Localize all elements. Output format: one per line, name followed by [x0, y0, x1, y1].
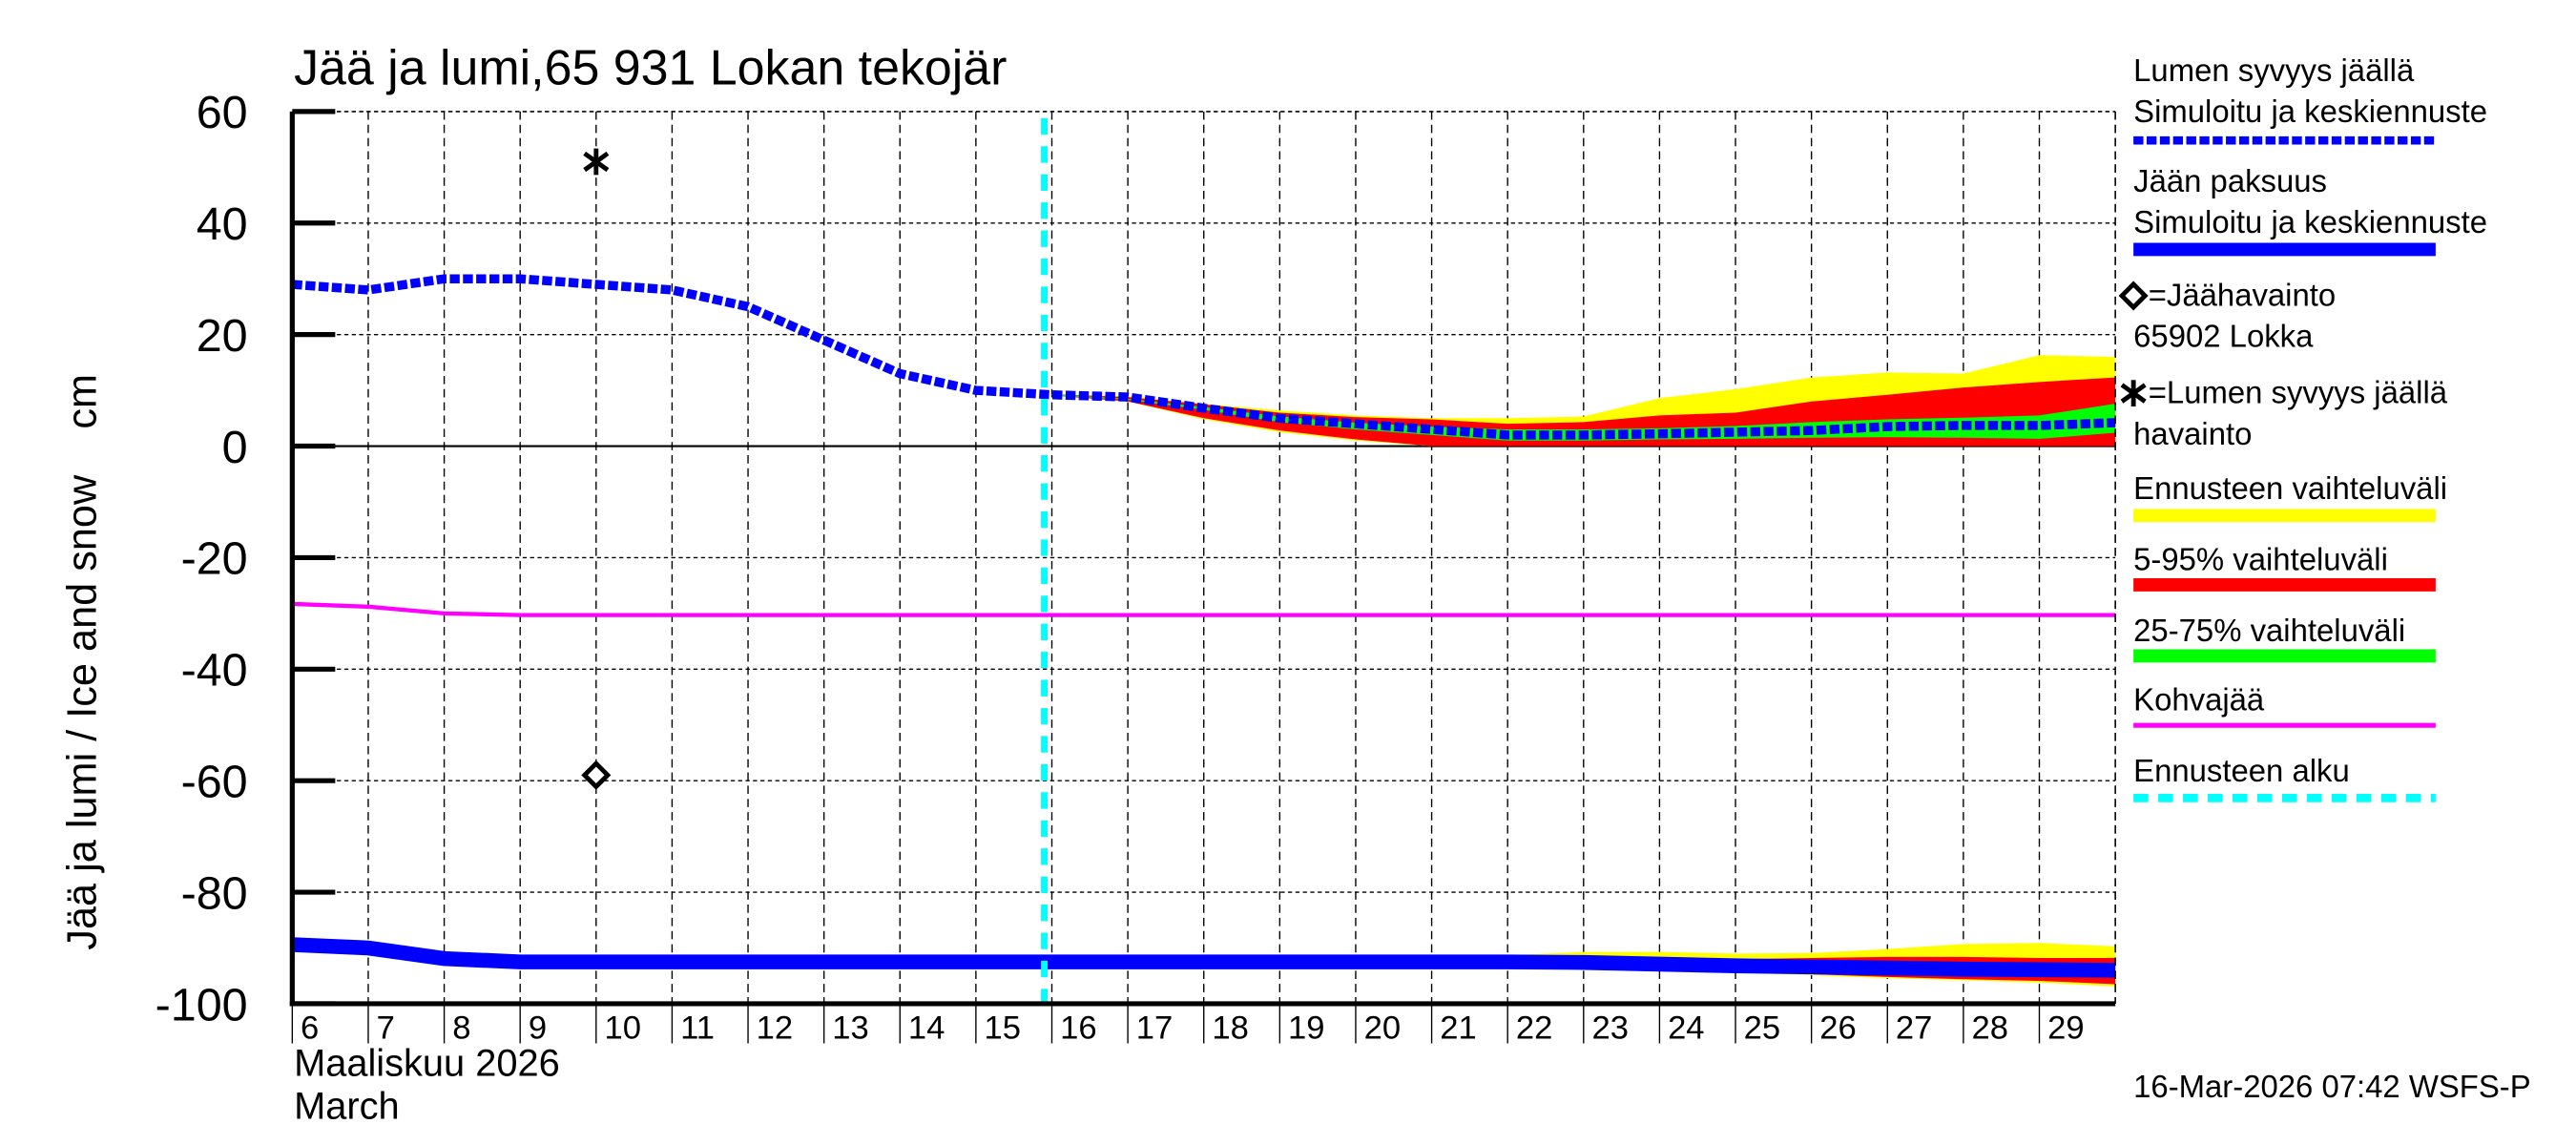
legend-sublabel: Simuloitu ja keskiennuste — [2133, 94, 2487, 129]
data-series — [291, 117, 2116, 1004]
x-tick-label: 11 — [680, 1010, 715, 1046]
legend: Lumen syvyys jäällä Simuloitu ja keskienn… — [2118, 52, 2487, 802]
x-tick-label: 14 — [908, 1010, 945, 1046]
x-tick-label: 9 — [529, 1010, 547, 1046]
y-tick-label: -100 — [156, 979, 248, 1030]
x-tick-label: 13 — [832, 1010, 868, 1046]
x-tick-label: 17 — [1136, 1010, 1173, 1046]
x-tick-label: 25 — [1744, 1010, 1780, 1046]
x-tick-label: 20 — [1364, 1010, 1401, 1046]
legend-item: =Jäähavainto 65902 Lokka — [2118, 277, 2336, 354]
legend-item: Kohvajää — [2133, 682, 2436, 728]
y-tick-label: -60 — [181, 756, 248, 807]
x-axis-month-label-en: March — [294, 1085, 400, 1127]
y-tick-label: -40 — [181, 645, 248, 697]
slush-ice-line — [292, 601, 2116, 617]
x-tick-label: 21 — [1440, 1010, 1476, 1046]
y-tick-label: -80 — [181, 867, 248, 919]
legend-label: Kohvajää — [2133, 682, 2265, 718]
legend-item: =Lumen syvyys jäällä havainto — [2120, 375, 2448, 451]
x-tick-label: 10 — [604, 1010, 640, 1046]
x-tick-labels: 6 7 8 9 10 11 12 13 14 15 16 17 18 19 20 21 22 23 24 25 26 27… — [301, 1010, 2085, 1046]
legend-item: 25-75% vaihteluväli — [2133, 613, 2436, 663]
y-tick-labels: 60 40 20 0 -20 -40 -60 -80 -100 — [156, 87, 248, 1030]
x-tick-label: 7 — [377, 1010, 395, 1046]
x-tick-label: 27 — [1896, 1010, 1932, 1046]
x-tick-label: 8 — [452, 1010, 470, 1046]
legend-label: Lumen syvyys jäällä — [2133, 52, 2415, 88]
ice-observation-diamond-icon — [581, 760, 612, 790]
legend-item: Lumen syvyys jäällä Simuloitu ja keskienn… — [2133, 52, 2487, 145]
legend-label: 25-75% vaihteluväli — [2133, 613, 2405, 648]
y-tick-label: 60 — [197, 87, 248, 138]
y-axis-label: Jää ja lumi / Ice and snow cm — [59, 374, 105, 950]
grid-lines — [292, 111, 2116, 1004]
legend-label: =Jäähavainto — [2149, 277, 2336, 312]
legend-label: 5-95% vaihteluväli — [2133, 541, 2388, 576]
legend-sublabel: 65902 Lokka — [2133, 319, 2314, 354]
y-tick-label: 20 — [197, 310, 248, 362]
diamond-icon — [2118, 281, 2149, 311]
legend-sublabel: Simuloitu ja keskiennuste — [2133, 204, 2487, 239]
observation-markers — [581, 148, 612, 790]
x-tick-label: 19 — [1288, 1010, 1324, 1046]
legend-label: Ennusteen alku — [2133, 753, 2350, 788]
legend-item: Ennusteen alku — [2133, 753, 2436, 802]
x-tick-label: 24 — [1668, 1010, 1704, 1046]
x-tick-label: 18 — [1212, 1010, 1248, 1046]
asterisk-icon — [2120, 380, 2147, 406]
x-tick-label: 23 — [1591, 1010, 1628, 1046]
x-axis-month-label: Maaliskuu 2026 — [294, 1042, 560, 1084]
x-tick-label: 26 — [1819, 1010, 1856, 1046]
x-tick-label: 12 — [757, 1010, 793, 1046]
x-tick-label: 6 — [301, 1010, 319, 1046]
legend-item: Jään paksuus Simuloitu ja keskiennuste — [2133, 163, 2487, 257]
snow-observation-asterisk-icon — [583, 148, 610, 176]
legend-label: Jään paksuus — [2133, 163, 2327, 198]
y-tick-label: 40 — [197, 198, 248, 250]
legend-sublabel: havainto — [2133, 416, 2252, 451]
chart-title: Jää ja lumi,65 931 Lokan tekojär — [294, 40, 1007, 95]
x-tick-label: 16 — [1060, 1010, 1096, 1046]
x-tick-label: 15 — [985, 1010, 1021, 1046]
y-tick-label: 0 — [222, 422, 248, 473]
legend-label: Ennusteen vaihteluväli — [2133, 470, 2447, 506]
x-tick-label: 22 — [1516, 1010, 1552, 1046]
legend-label: =Lumen syvyys jäällä — [2149, 375, 2448, 410]
y-tick-label: -20 — [181, 533, 248, 585]
snow-depth-line — [291, 274, 2116, 440]
axes — [289, 109, 2116, 1044]
legend-item: Ennusteen vaihteluväli — [2133, 470, 2447, 523]
x-tick-label: 28 — [1972, 1010, 2008, 1046]
ice-thickness-line — [292, 937, 2116, 978]
footer-timestamp: 16-Mar-2026 07:42 WSFS-P — [2133, 1069, 2530, 1104]
legend-item: 5-95% vaihteluväli — [2133, 541, 2436, 592]
x-tick-label: 29 — [2047, 1010, 2084, 1046]
